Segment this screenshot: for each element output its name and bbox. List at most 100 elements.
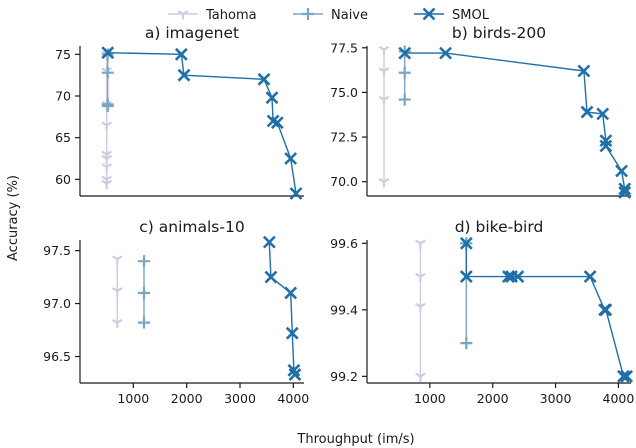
data-point — [577, 64, 591, 78]
panel-title: c) animals-10 — [139, 218, 244, 236]
y-axis-label: Accuracy (%) — [6, 175, 21, 261]
series-smol — [101, 46, 303, 200]
data-point — [599, 139, 613, 153]
y-tick-label: 70 — [55, 89, 71, 104]
data-point — [415, 272, 426, 283]
data-point — [285, 326, 299, 340]
data-point — [111, 287, 123, 297]
data-point — [378, 178, 390, 188]
legend-label: Tahoma — [205, 8, 257, 23]
data-point — [460, 337, 473, 350]
data-point — [257, 72, 271, 86]
series-smol — [398, 46, 632, 199]
series-smol — [459, 236, 634, 383]
data-point — [511, 270, 525, 284]
data-point — [459, 236, 473, 250]
y-tick-label: 75.0 — [330, 85, 358, 100]
series-naive — [138, 255, 150, 329]
panel-title: a) imagenet — [145, 24, 239, 42]
data-point — [439, 46, 452, 60]
data-point — [101, 179, 113, 189]
x-axis-label: Throughput (im/s) — [296, 432, 414, 447]
data-point — [101, 163, 113, 173]
data-point — [459, 270, 473, 284]
x-tick-label: 3000 — [224, 391, 256, 406]
data-point — [174, 47, 188, 61]
panel-4: d) bike-bird 99.2 99.4 99.6 1000 2000 3000 4000 — [330, 218, 634, 406]
y-tick-label: 72.5 — [330, 130, 358, 145]
x-tick-label: 2000 — [477, 391, 509, 406]
data-point — [101, 66, 114, 79]
data-point — [138, 255, 150, 268]
data-point — [618, 182, 632, 196]
x-tick-label: 4000 — [277, 391, 309, 406]
y-tick-label: 97.5 — [43, 243, 71, 258]
panel-title: b) birds-200 — [452, 24, 546, 42]
y-tick-label: 96.5 — [43, 349, 71, 364]
chart-panels: a) imagenet 60 65 70 75 b) birds-200 70.0 72.5 7… — [43, 24, 634, 406]
y-tick-label: 70.0 — [330, 174, 358, 189]
data-point — [264, 270, 278, 284]
data-point — [615, 164, 628, 178]
legend-item-naive: Naive — [293, 8, 368, 23]
plus-marker-icon — [302, 8, 314, 20]
data-point — [378, 67, 390, 77]
data-point — [270, 116, 284, 130]
data-point — [596, 107, 610, 121]
y-tick-label: 97.0 — [43, 296, 71, 311]
legend-label: SMOL — [452, 8, 490, 23]
series-line — [404, 52, 626, 193]
legend-item-smol: SMOL — [414, 7, 490, 23]
series-smol — [262, 235, 302, 381]
data-point — [111, 318, 123, 329]
data-point — [415, 302, 426, 313]
legend-item-tahoma: Tahoma — [168, 8, 257, 23]
panel-title: d) bike-bird — [455, 218, 544, 236]
data-point — [284, 152, 298, 165]
y-tick-label: 75 — [55, 47, 71, 62]
data-point — [618, 186, 632, 199]
data-point — [265, 91, 279, 105]
data-point — [378, 95, 390, 106]
data-point — [583, 270, 597, 284]
data-point — [415, 372, 426, 382]
data-point — [289, 187, 303, 200]
data-point — [398, 93, 411, 106]
series-tahoma — [415, 239, 426, 382]
data-point — [138, 286, 150, 299]
series-tahoma — [378, 45, 390, 188]
legend-label: Naive — [331, 8, 368, 23]
x-tick-label: 2000 — [171, 391, 203, 406]
data-point — [101, 46, 115, 60]
data-point — [288, 368, 302, 381]
data-point — [287, 363, 301, 377]
data-point — [101, 154, 113, 164]
x-marker-icon — [422, 7, 436, 21]
data-point — [415, 239, 426, 249]
x-tick-label: 1000 — [117, 391, 149, 406]
series-naive — [101, 48, 114, 112]
data-point — [111, 255, 123, 265]
data-point — [262, 235, 276, 249]
panel-1: a) imagenet 60 65 70 75 — [55, 24, 304, 200]
data-point — [599, 303, 613, 317]
panel-3: c) animals-10 96.5 97.0 97.5 1000 2000 3000 400… — [43, 218, 309, 406]
y-tick-label: 65 — [55, 130, 71, 145]
series-line — [268, 242, 296, 375]
x-tick-label: 4000 — [603, 391, 635, 406]
data-point — [580, 105, 594, 119]
data-point — [502, 270, 515, 284]
legend: Tahoma Naive SMOL — [168, 7, 490, 23]
y-tick-label: 77.5 — [330, 40, 358, 55]
x-tick-label: 1000 — [414, 391, 446, 406]
data-point — [599, 134, 613, 148]
data-point — [378, 45, 390, 56]
tri-down-marker-icon — [177, 10, 189, 20]
series-line — [465, 243, 627, 377]
y-tick-label: 99.2 — [330, 369, 358, 384]
data-point — [398, 66, 411, 79]
y-tick-label: 99.6 — [330, 236, 358, 251]
series-tahoma — [111, 255, 123, 329]
panel-2: b) birds-200 70.0 72.5 75.0 77.5 — [330, 24, 632, 199]
